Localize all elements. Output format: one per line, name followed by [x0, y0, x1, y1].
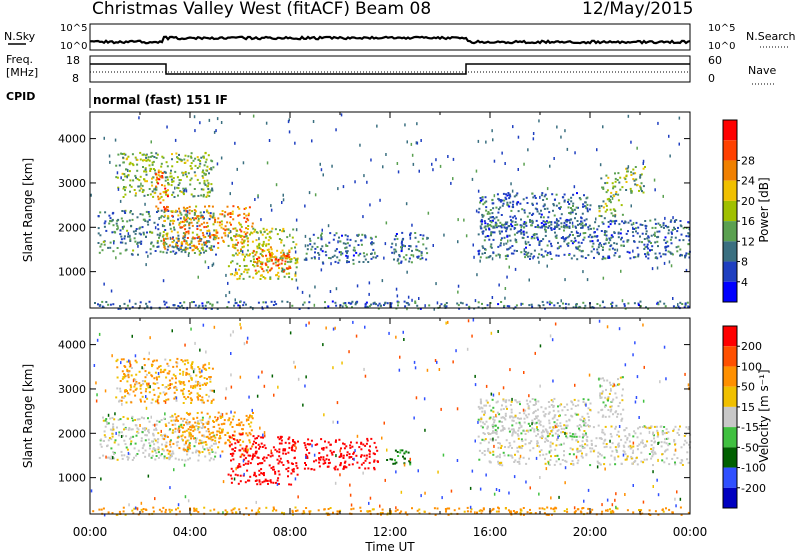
- vel-region-8: [597, 376, 625, 422]
- x-tick-label: 08:00: [273, 525, 308, 539]
- vel-region-2: [163, 411, 254, 453]
- x-tick-label: 04:00: [173, 525, 208, 539]
- vel-colorbar-tick: -50: [741, 441, 759, 454]
- pow-colorbar-swatch: [723, 160, 737, 181]
- pow-colorbar-tick: 20: [741, 195, 755, 208]
- vel-colorbar-tick: 200: [741, 340, 762, 353]
- pow-region-1: [115, 151, 215, 198]
- vel-region-1: [115, 357, 215, 405]
- pow-speckle: [90, 113, 691, 311]
- pow-colorbar-tick: 8: [741, 256, 748, 269]
- pow-colorbar-swatch: [723, 140, 737, 161]
- beam-label: Beam 08: [355, 0, 431, 19]
- vel-region-6: [477, 424, 692, 467]
- cpid-text: normal (fast) 151 IF: [93, 93, 228, 107]
- vel-colorbar-tick: -100: [741, 462, 766, 475]
- nsky-label: N.Sky: [4, 30, 36, 43]
- station-title: Christmas Valley West (fitACF): [92, 0, 350, 19]
- vel-colorbar-swatch: [723, 487, 737, 508]
- freq-label: Freq.: [6, 53, 33, 66]
- pow-colorbar-swatch: [723, 221, 737, 242]
- nave-tick-low: 0: [708, 72, 715, 85]
- vel-ytick-label: 1000: [58, 472, 86, 485]
- pow-colorbar-swatch: [723, 281, 737, 302]
- vel-colorbar-swatch: [723, 386, 737, 407]
- vel-colorbar-swatch: [723, 346, 737, 367]
- x-tick-label: 20:00: [573, 525, 608, 539]
- noise-tick-low-right: 10^0: [708, 41, 735, 52]
- vel-colorbar-swatch: [723, 467, 737, 488]
- velocity-ylabel: Slant Range [km]: [21, 364, 35, 468]
- vel-colorbar-tick: 50: [741, 381, 755, 394]
- vel-ytick-label: 4000: [58, 339, 86, 352]
- vel-speckle: [90, 318, 690, 517]
- pow-region-10: [598, 172, 624, 220]
- power-panel: 1000 2000 3000 4000 Slant Range [km] 4 8 12 16…: [21, 111, 771, 311]
- power-ylabel: Slant Range [km]: [21, 158, 35, 262]
- pow-colorbar-tick: 16: [741, 215, 755, 228]
- x-tick-label: 00:00: [73, 525, 108, 539]
- vel-ytick-label: 3000: [58, 383, 86, 396]
- vel-region-0: [98, 415, 217, 462]
- pow-colorbar-swatch: [723, 200, 737, 222]
- pow-colorbar-tick: 12: [741, 235, 755, 248]
- velocity-colorbar-label: Velocity [m s⁻¹]: [757, 369, 771, 462]
- x-tick-label: 12:00: [373, 525, 408, 539]
- noise-tick-high: 10^5: [60, 23, 87, 34]
- freq-unit: [MHz]: [6, 66, 38, 79]
- vel-region-5: [386, 449, 412, 466]
- pow-colorbar-swatch: [723, 261, 737, 282]
- freq-trace: [90, 63, 690, 75]
- vel-colorbar-swatch: [723, 326, 737, 347]
- pow-ytick-label: 4000: [58, 133, 86, 146]
- vel-colorbar-swatch: [723, 447, 737, 468]
- vel-region-3: [227, 433, 299, 486]
- cpid-label: CPID: [6, 90, 35, 103]
- pow-colorbar-tick: 4: [741, 276, 748, 289]
- freq-tick-high: 18: [66, 54, 80, 67]
- x-axis-label: Time UT: [364, 540, 415, 554]
- nave-label: Nave: [748, 64, 776, 77]
- velocity-panel: 1000 2000 3000 4000 Slant Range [km] 200 100…: [21, 317, 771, 517]
- pow-ytick-label: 2000: [58, 221, 86, 234]
- pow-region-11: [623, 166, 646, 194]
- vel-region-9: [92, 506, 690, 516]
- vel-colorbar-tick: -200: [741, 482, 766, 495]
- pow-colorbar-swatch: [723, 120, 737, 141]
- vel-region-4: [303, 437, 379, 471]
- pow-colorbar-tick: 24: [741, 175, 755, 188]
- pow-region-12: [94, 300, 690, 310]
- pow-colorbar-tick: 28: [741, 154, 755, 167]
- pow-colorbar-swatch: [723, 241, 737, 262]
- pow-region-9: [477, 192, 592, 230]
- pow-colorbar-swatch: [723, 180, 737, 201]
- x-tick-label: 00:00: [673, 525, 708, 539]
- nsky-trace: [89, 35, 691, 45]
- vel-colorbar-tick: -15: [741, 421, 759, 434]
- pow-ytick-label: 3000: [58, 177, 86, 190]
- freq-panel: Freq. [MHz] 18 8 60 0 Nave: [6, 53, 776, 85]
- vel-colorbar-swatch: [723, 366, 737, 387]
- nsearch-label: N.Search: [746, 30, 796, 43]
- pow-ytick-label: 1000: [58, 266, 86, 279]
- pow-region-5: [252, 246, 292, 274]
- pow-region-8: [477, 218, 691, 261]
- pow-region-7: [390, 231, 429, 265]
- power-colorbar-label: Power [dB]: [757, 177, 771, 242]
- pow-region-6: [303, 232, 379, 265]
- nave-tick-high: 60: [708, 54, 722, 67]
- vel-colorbar-swatch: [723, 406, 737, 428]
- vel-colorbar-swatch: [723, 427, 737, 448]
- noise-panel: N.Sky 10^5 10^0 10^5 10^0 N.Search: [4, 23, 796, 52]
- vel-colorbar-tick: 100: [741, 360, 762, 373]
- x-tick-label: 16:00: [473, 525, 508, 539]
- freq-tick-low: 8: [72, 72, 79, 85]
- vel-ytick-label: 2000: [58, 427, 86, 440]
- noise-tick-high-right: 10^5: [708, 23, 735, 34]
- noise-tick-low: 10^0: [60, 41, 87, 52]
- date-label: 12/May/2015: [582, 0, 694, 19]
- vel-colorbar-tick: 15: [741, 401, 755, 414]
